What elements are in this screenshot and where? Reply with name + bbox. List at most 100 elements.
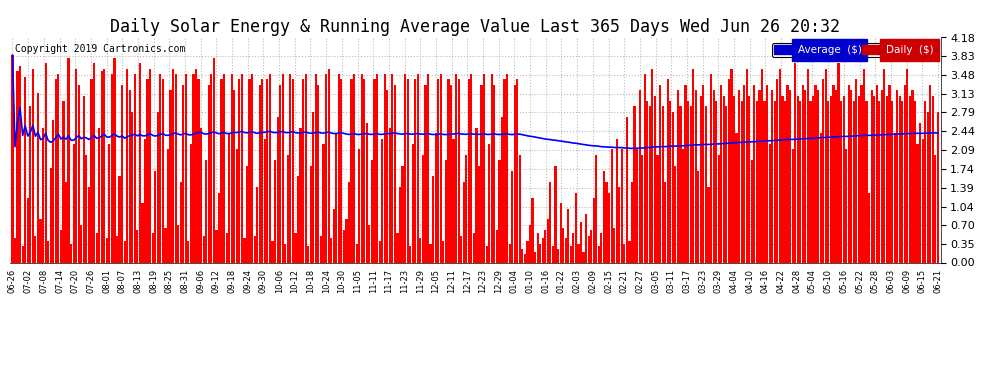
Bar [881, 90, 883, 262]
Bar [546, 219, 548, 262]
Bar [554, 166, 556, 262]
Bar [258, 85, 260, 262]
Bar [142, 203, 144, 262]
Bar [715, 101, 717, 262]
Bar [766, 85, 768, 262]
Bar [323, 144, 325, 262]
Bar [659, 85, 661, 262]
Bar [636, 150, 639, 262]
Bar [797, 96, 799, 262]
Bar [562, 228, 564, 262]
Bar [460, 236, 462, 262]
Bar [343, 230, 345, 262]
Bar [656, 155, 658, 262]
Bar [427, 74, 429, 262]
Bar [154, 171, 156, 262]
Bar [713, 90, 715, 262]
Bar [353, 74, 355, 262]
Bar [455, 74, 457, 262]
Bar [904, 85, 906, 262]
Bar [598, 246, 600, 262]
Bar [236, 150, 238, 262]
Bar [516, 80, 519, 262]
Bar [753, 85, 755, 262]
Bar [192, 74, 195, 262]
Bar [381, 139, 383, 262]
Bar [75, 69, 77, 262]
Bar [901, 101, 903, 262]
Bar [687, 101, 689, 262]
Bar [373, 80, 375, 262]
Bar [276, 117, 279, 262]
Bar [365, 123, 368, 262]
Bar [917, 144, 919, 262]
Bar [320, 236, 322, 262]
Bar [70, 244, 72, 262]
Bar [213, 58, 215, 262]
Bar [17, 71, 19, 262]
Bar [371, 160, 373, 262]
Bar [873, 96, 875, 262]
Bar [404, 74, 406, 262]
Bar [24, 77, 27, 262]
Bar [358, 150, 360, 262]
Bar [585, 214, 587, 262]
Bar [702, 85, 705, 262]
Bar [77, 85, 80, 262]
Bar [22, 246, 24, 262]
Legend: Average  ($), Daily  ($): Average ($), Daily ($) [772, 43, 936, 57]
Bar [564, 238, 567, 262]
Bar [223, 74, 225, 262]
Bar [511, 171, 513, 262]
Bar [151, 233, 153, 262]
Bar [32, 69, 34, 262]
Bar [52, 120, 54, 262]
Bar [449, 85, 452, 262]
Bar [878, 101, 880, 262]
Bar [514, 85, 516, 262]
Bar [624, 244, 626, 262]
Bar [708, 187, 710, 262]
Bar [108, 144, 111, 262]
Text: Copyright 2019 Cartronics.com: Copyright 2019 Cartronics.com [15, 44, 185, 54]
Bar [144, 139, 147, 262]
Bar [210, 74, 213, 262]
Bar [226, 233, 228, 262]
Bar [666, 80, 669, 262]
Bar [425, 85, 427, 262]
Bar [710, 74, 712, 262]
Bar [631, 182, 633, 262]
Bar [750, 160, 753, 262]
Bar [443, 241, 445, 262]
Bar [485, 246, 488, 262]
Bar [845, 150, 847, 262]
Bar [697, 171, 699, 262]
Bar [522, 249, 524, 262]
Bar [37, 93, 39, 262]
Bar [156, 112, 158, 262]
Bar [251, 74, 253, 262]
Bar [57, 74, 59, 262]
Bar [126, 69, 129, 262]
Bar [65, 182, 67, 262]
Bar [935, 155, 937, 262]
Bar [572, 233, 574, 262]
Bar [792, 150, 794, 262]
Bar [244, 238, 246, 262]
Bar [480, 85, 483, 262]
Bar [27, 198, 29, 262]
Bar [50, 168, 51, 262]
Bar [741, 101, 742, 262]
Bar [679, 106, 681, 262]
Bar [330, 238, 333, 262]
Bar [894, 134, 896, 262]
Bar [83, 96, 85, 262]
Bar [368, 225, 370, 262]
Bar [738, 90, 741, 262]
Bar [452, 139, 454, 262]
Bar [896, 90, 898, 262]
Bar [726, 106, 728, 262]
Bar [103, 69, 105, 262]
Bar [682, 150, 684, 262]
Bar [661, 106, 663, 262]
